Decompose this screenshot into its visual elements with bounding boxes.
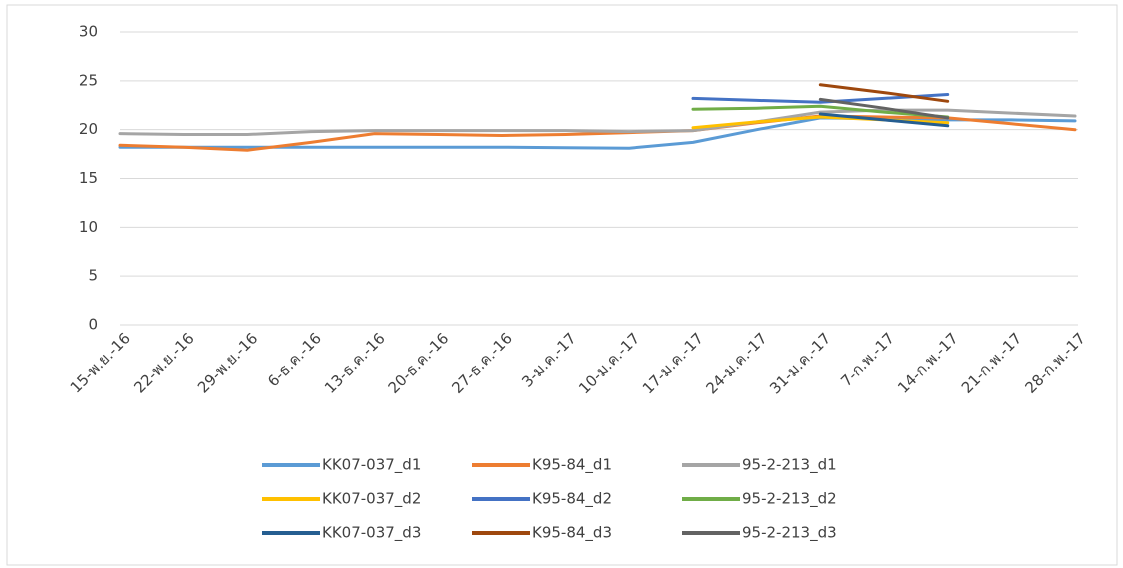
series-line <box>818 83 950 103</box>
y-tick-label: 10 <box>79 218 98 236</box>
series-line <box>818 97 950 120</box>
legend-label: 95-2-213_d3 <box>742 524 837 543</box>
chart-frame <box>6 4 1118 566</box>
series-line <box>818 112 950 128</box>
series-line <box>118 114 1077 152</box>
y-tick-label: 15 <box>79 169 98 187</box>
y-tick-label: 25 <box>79 71 98 89</box>
legend-label: KK07-037_d2 <box>322 490 421 509</box>
y-tick-label: 30 <box>79 23 98 41</box>
series-line <box>118 108 1077 136</box>
legend-label: 95-2-213_d1 <box>742 456 837 475</box>
legend-label: KK07-037_d3 <box>322 524 421 543</box>
legend-label: K95-84_d3 <box>532 524 612 543</box>
series-line <box>691 104 950 119</box>
legend-label: KK07-037_d1 <box>322 456 421 475</box>
legend-label: K95-84_d2 <box>532 490 612 509</box>
legend-label: 95-2-213_d2 <box>742 490 837 509</box>
legend-label: K95-84_d1 <box>532 456 612 475</box>
y-tick-label: 5 <box>88 267 98 285</box>
series-line <box>691 93 950 104</box>
y-tick-label: 20 <box>79 120 98 138</box>
y-tick-label: 0 <box>88 316 98 334</box>
